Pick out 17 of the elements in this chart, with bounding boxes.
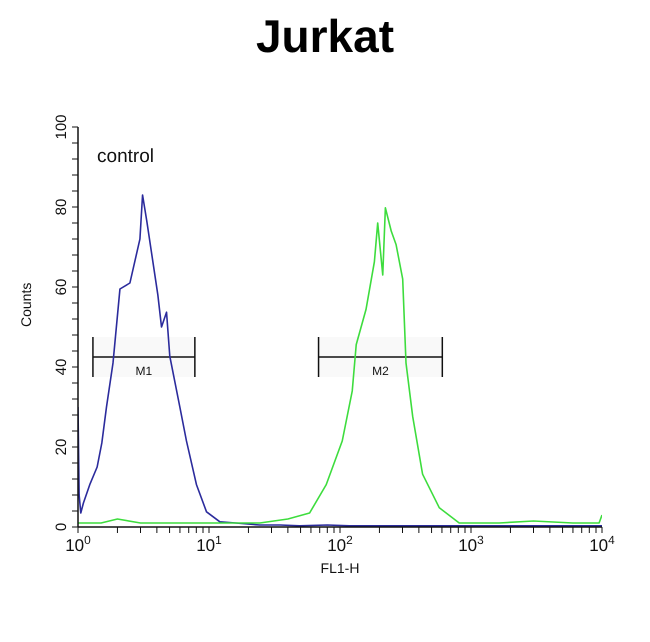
x-axis-title: FL1-H bbox=[320, 560, 360, 576]
chart-title: Jurkat bbox=[254, 9, 396, 64]
x-tick-label: 10$^{4}$ bbox=[589, 533, 616, 555]
y-axis-title: Counts bbox=[18, 282, 34, 327]
x-tick-label: 10$^{2}$ bbox=[327, 533, 354, 555]
y-tick-label: 0 bbox=[53, 522, 70, 532]
x-tick-label: 10$^{3}$ bbox=[458, 533, 484, 555]
band-label: M2 bbox=[372, 364, 390, 378]
y-tick-label: 60 bbox=[53, 278, 70, 296]
x-tick-label: 10$^{0}$ bbox=[65, 533, 92, 555]
band-label: M1 bbox=[136, 364, 153, 378]
y-tick-label: 80 bbox=[53, 198, 70, 216]
y-tick-label: 100 bbox=[53, 114, 70, 140]
annotation: control bbox=[97, 146, 154, 168]
x-tick-label: 10$^{1}$ bbox=[196, 533, 222, 555]
y-tick-label: 20 bbox=[53, 438, 70, 456]
y-tick-label: 40 bbox=[53, 358, 70, 376]
